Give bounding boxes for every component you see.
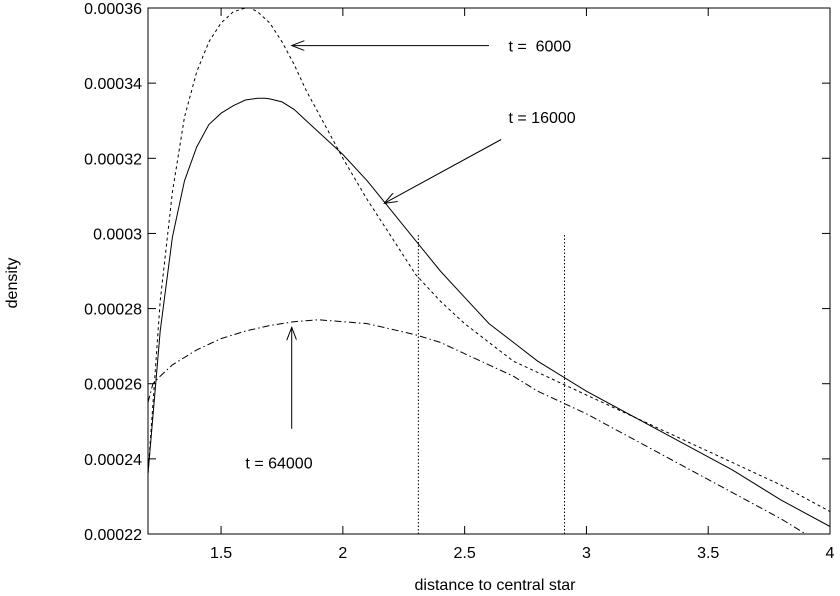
series-lines xyxy=(147,7,831,535)
annotation-label: t = 16000 xyxy=(508,110,575,127)
series-line-solid xyxy=(147,97,831,527)
x-tick-label: 3 xyxy=(582,545,591,562)
y-tick-label: 0.00036 xyxy=(84,1,142,18)
y-axis-label: density xyxy=(4,258,21,309)
x-axis-ticks: 1.5 2 2.5 3 3.5 4 xyxy=(210,8,835,562)
annotation-label: t = 6000 xyxy=(508,39,571,56)
reference-lines xyxy=(417,233,566,534)
plot-border xyxy=(147,7,831,535)
y-axis-ticks: 0.00022 0.00024 0.00026 0.00028 0.0003 0.0003… xyxy=(84,1,830,544)
annotations: t = 6000 t = 16000 t = 64000 xyxy=(245,39,575,473)
y-tick-label: 0.0003 xyxy=(93,226,142,243)
y-tick-label: 0.00032 xyxy=(84,151,142,168)
y-tick-label: 0.00026 xyxy=(84,377,142,394)
x-axis-label: distance to central star xyxy=(415,577,577,594)
x-tick-label: 2.5 xyxy=(454,545,476,562)
y-tick-label: 0.00034 xyxy=(84,76,142,93)
plot-frame xyxy=(147,7,831,535)
annotation-label: t = 64000 xyxy=(245,456,312,473)
y-tick-label: 0.00022 xyxy=(84,527,142,544)
series-line-dash-dot xyxy=(147,319,806,535)
x-tick-label: 2 xyxy=(338,545,347,562)
series-line-dashed xyxy=(147,7,831,512)
x-tick-label: 4 xyxy=(826,545,835,562)
y-tick-label: 0.00028 xyxy=(84,302,142,319)
x-tick-label: 3.5 xyxy=(697,545,719,562)
y-tick-label: 0.00024 xyxy=(84,452,142,469)
annotation-arrow xyxy=(384,139,502,204)
x-tick-label: 1.5 xyxy=(210,545,232,562)
